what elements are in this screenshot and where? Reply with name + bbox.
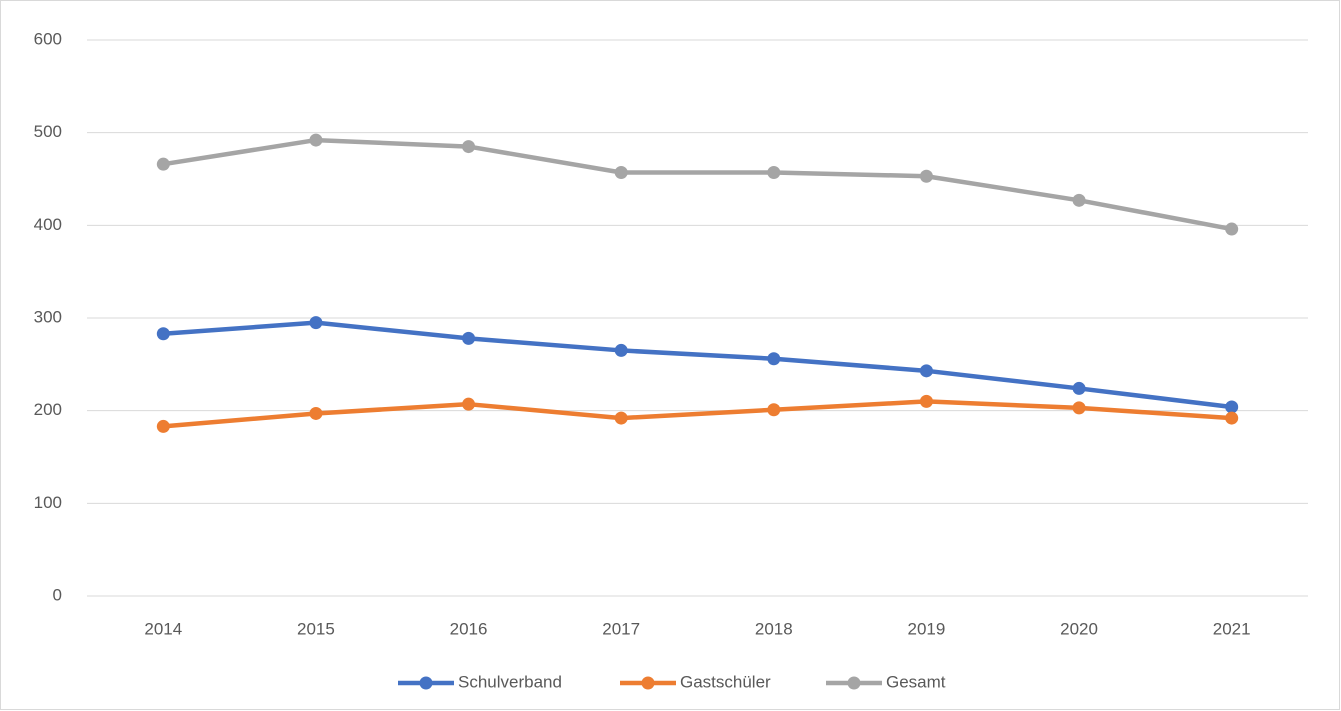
data-point <box>156 157 170 171</box>
data-point <box>1225 400 1239 414</box>
legend-label: Gastschüler <box>680 672 771 691</box>
data-point <box>309 316 323 330</box>
series-line <box>161 399 1234 429</box>
y-tick-label: 100 <box>34 493 62 512</box>
legend-label: Gesamt <box>886 672 946 691</box>
data-point <box>767 403 781 417</box>
data-point <box>1225 222 1239 236</box>
data-point <box>614 343 628 357</box>
data-point <box>919 364 933 378</box>
x-tick-label: 2017 <box>602 619 640 638</box>
data-point <box>614 166 628 180</box>
data-point <box>919 394 933 408</box>
legend-marker <box>847 676 861 690</box>
y-tick-label: 0 <box>53 585 62 604</box>
data-point <box>919 169 933 183</box>
data-point <box>1072 381 1086 395</box>
x-tick-label: 2015 <box>297 619 335 638</box>
data-point <box>1072 193 1086 207</box>
data-point <box>462 331 476 345</box>
x-tick-label: 2021 <box>1213 619 1251 638</box>
data-point <box>614 411 628 425</box>
data-point <box>309 133 323 147</box>
x-tick-label: 2020 <box>1060 619 1098 638</box>
legend-marker <box>419 676 433 690</box>
legend-marker <box>641 676 655 690</box>
data-point <box>767 166 781 180</box>
x-tick-label: 2014 <box>144 619 182 638</box>
data-point <box>462 397 476 411</box>
y-tick-label: 500 <box>34 122 62 141</box>
series-line <box>161 137 1234 232</box>
x-tick-label: 2018 <box>755 619 793 638</box>
series-line <box>161 320 1234 410</box>
data-point <box>1072 401 1086 415</box>
y-tick-label: 400 <box>34 215 62 234</box>
legend-label: Schulverband <box>458 672 562 691</box>
y-tick-label: 600 <box>34 29 62 48</box>
x-tick-label: 2019 <box>908 619 946 638</box>
data-point <box>1225 411 1239 425</box>
x-tick-label: 2016 <box>450 619 488 638</box>
y-tick-label: 300 <box>34 307 62 326</box>
data-point <box>156 419 170 433</box>
data-point <box>309 406 323 420</box>
data-point <box>156 327 170 341</box>
data-point <box>767 352 781 366</box>
data-point <box>462 140 476 154</box>
y-tick-label: 200 <box>34 400 62 419</box>
